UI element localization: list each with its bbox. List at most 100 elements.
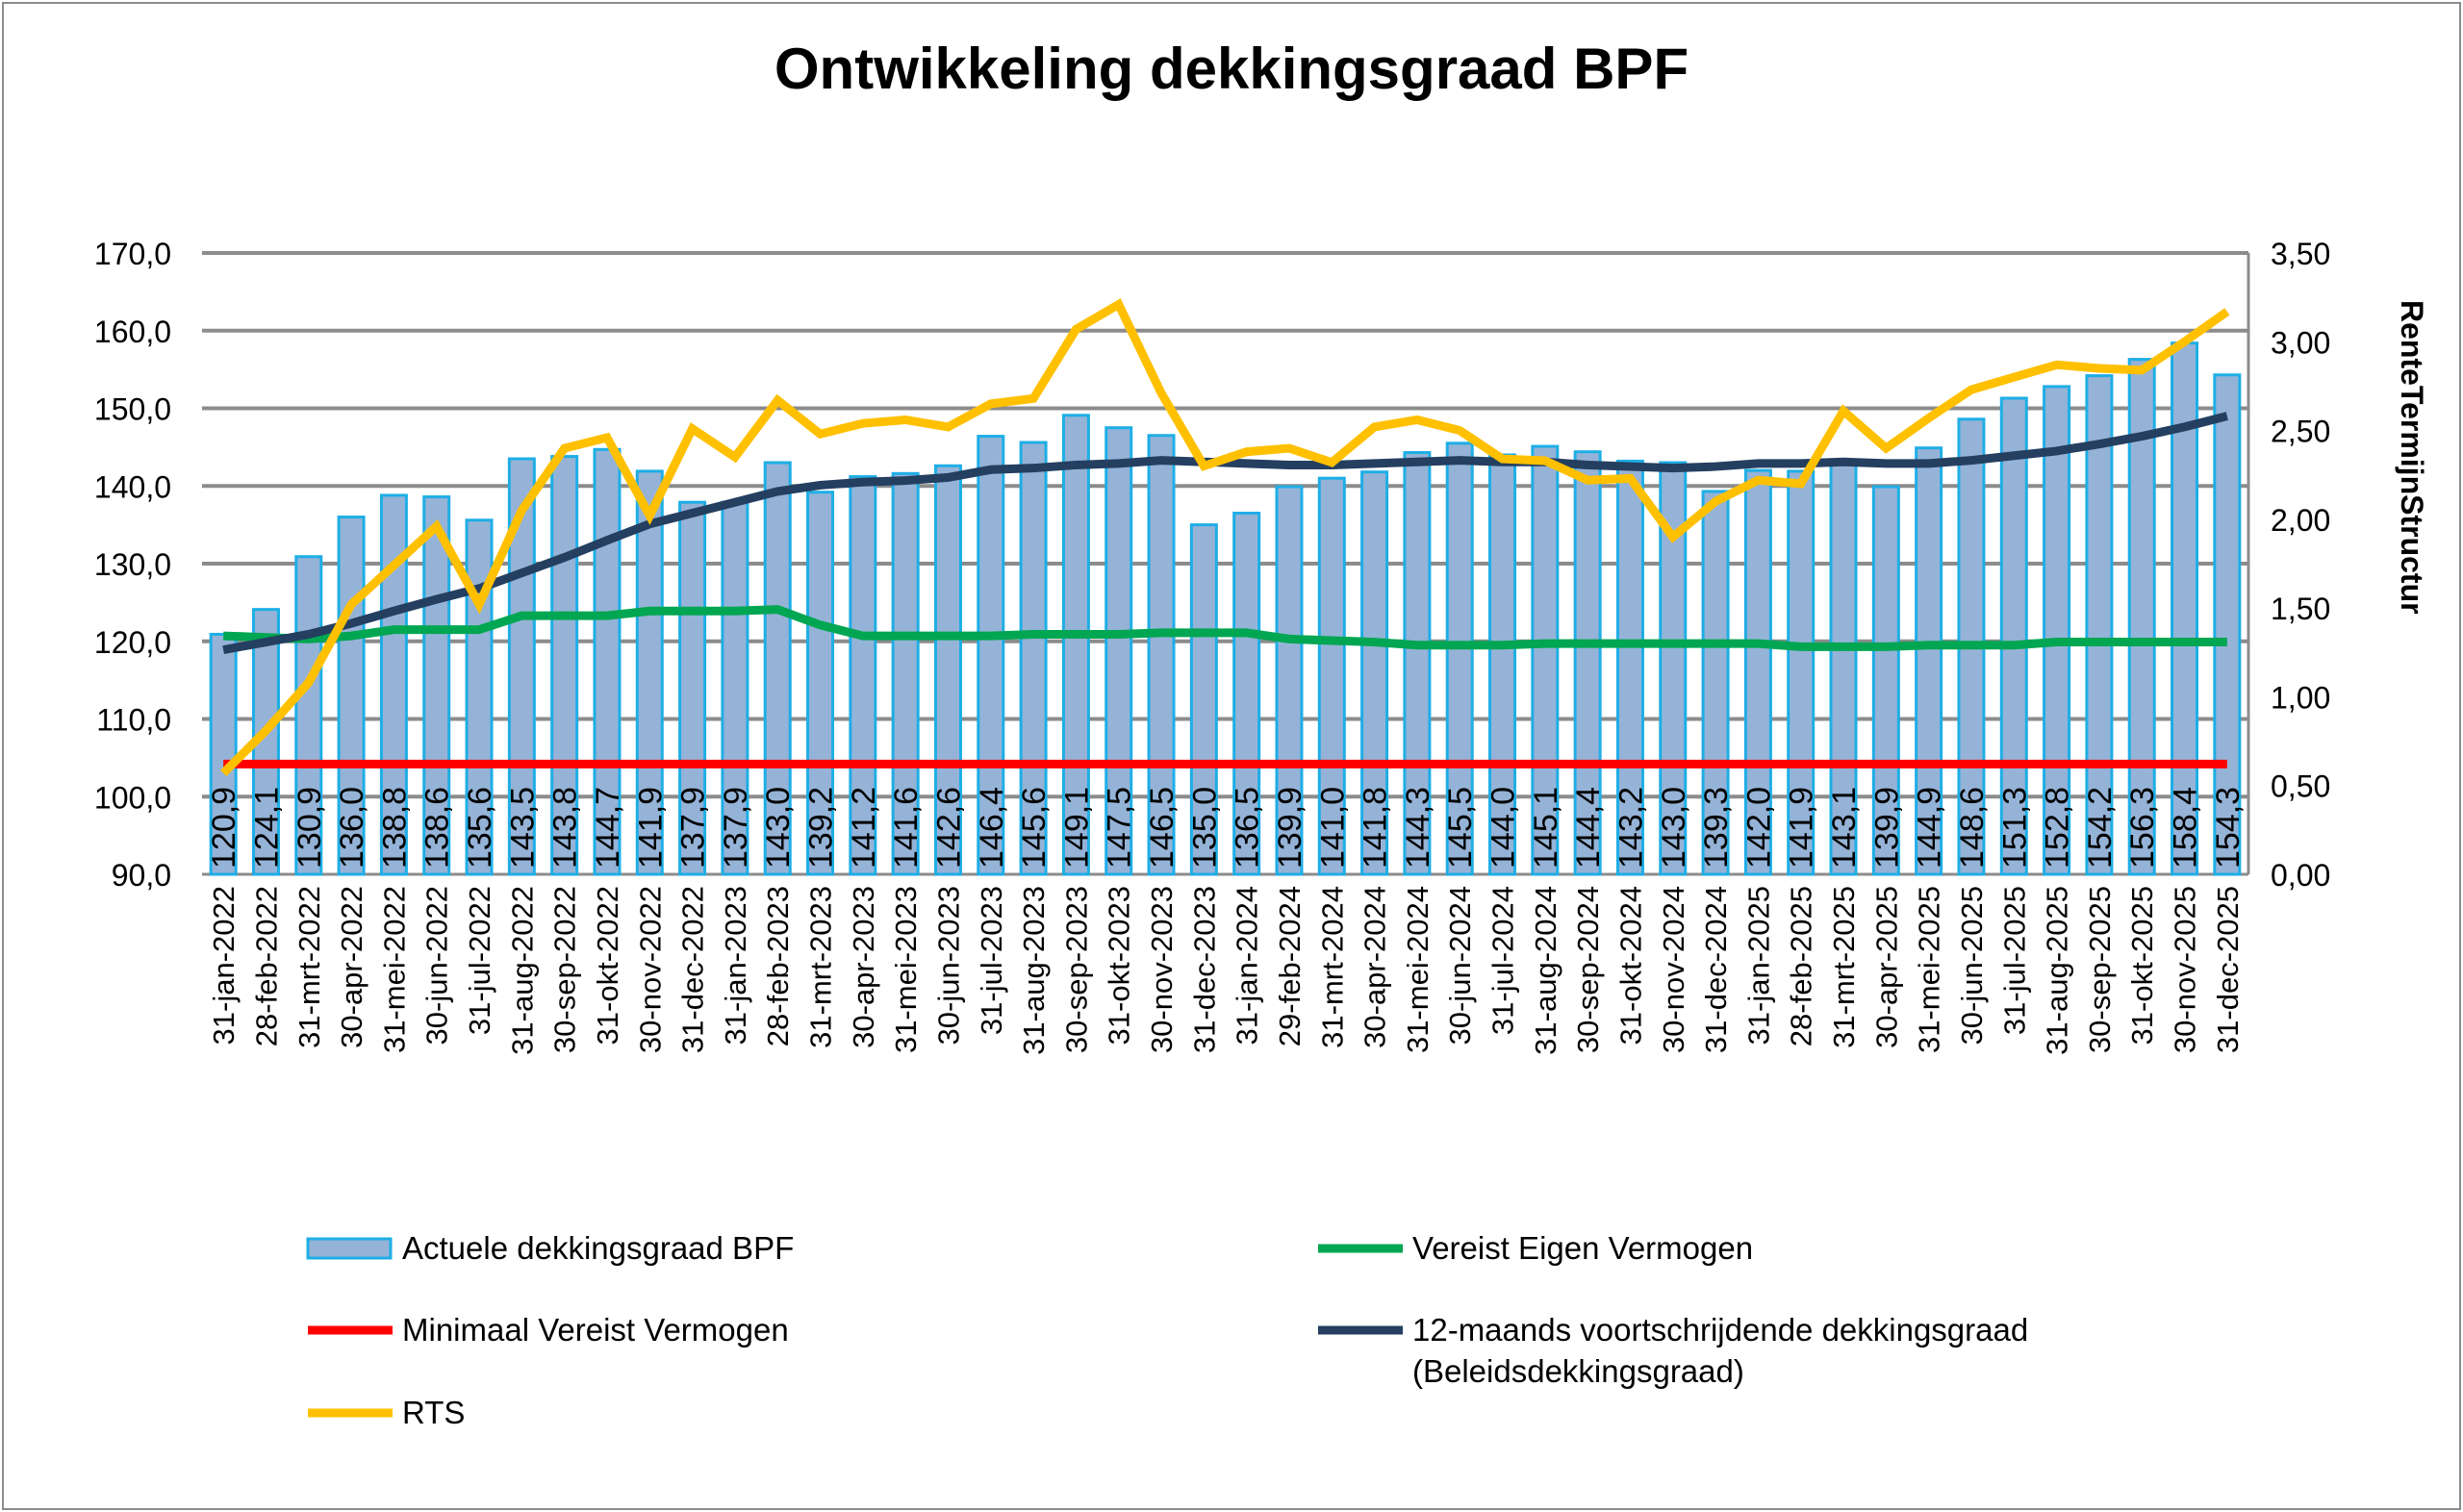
bar-data-label: 124,1 [248, 787, 285, 869]
y2-axis-title: RenteTermijnStructur [2395, 300, 2429, 615]
x-tick-label: 30-apr-2024 [1358, 886, 1392, 1048]
bar [1787, 469, 1816, 876]
bar-data-label: 149,1 [1058, 787, 1095, 869]
bar [763, 461, 792, 876]
x-tick-label: 30-jun-2024 [1443, 886, 1477, 1045]
legend: Actuele dekkingsgraad BPF Vereist Eigen V… [306, 1230, 2028, 1430]
bar-data-label: 120,9 [206, 787, 242, 869]
x-tick-label: 28-feb-2025 [1785, 886, 1818, 1046]
y-tick-label: 170,0 [94, 237, 171, 271]
bar-data-label: 144,3 [1400, 787, 1436, 869]
x-tick-label: 31-aug-2023 [1017, 886, 1051, 1055]
bar-data-label: 130,9 [292, 787, 328, 869]
bar-data-label: 144,7 [590, 787, 626, 869]
bar-data-label: 144,4 [1570, 787, 1607, 869]
bar [2043, 385, 2071, 876]
bar-data-label: 158,4 [2168, 787, 2204, 869]
x-tick-label: 31-okt-2023 [1103, 886, 1136, 1045]
bar-data-label: 145,1 [1528, 787, 1564, 869]
legend-swatch [306, 1237, 393, 1260]
legend-label: 12-maands voortschrijdende dekkingsgraad [1412, 1312, 2028, 1348]
bar-data-label: 145,6 [1016, 787, 1053, 869]
x-tick-label: 31-mrt-2022 [292, 886, 326, 1048]
x-tick-label: 31-mei-2024 [1401, 886, 1435, 1053]
bar [806, 491, 835, 876]
bar [2085, 374, 2114, 876]
bar-data-label: 136,5 [1230, 787, 1266, 869]
x-tick-label: 31-mei-2025 [1913, 886, 1946, 1053]
x-tick-label: 31-jan-2024 [1231, 886, 1264, 1045]
bar [337, 516, 366, 876]
bar-data-label: 143,0 [760, 787, 797, 869]
bar-data-label: 143,0 [1656, 787, 1692, 869]
legend-label: (Beleidsdekkingsgraad) [1412, 1353, 1744, 1389]
bar [1871, 485, 1900, 876]
x-tick-label: 30-jun-2025 [1955, 886, 1989, 1045]
x-tick-label: 30-jun-2023 [931, 886, 965, 1045]
y-tick-label: 100,0 [94, 780, 171, 815]
x-tick-label: 31-jul-2022 [463, 886, 496, 1035]
legend-label: Actuele dekkingsgraad BPF [402, 1230, 794, 1266]
x-tick-label: 30-nov-2025 [2169, 886, 2202, 1053]
x-tick-label: 31-jul-2024 [1486, 886, 1520, 1035]
bar-data-label: 154,3 [2210, 787, 2247, 869]
bar-data-label: 141,9 [1784, 787, 1820, 869]
x-tick-label: 31-dec-2024 [1699, 886, 1733, 1053]
y2-tick-label: 2,50 [2271, 415, 2330, 449]
bar [1019, 441, 1048, 876]
bar-data-label: 139,9 [1868, 787, 1905, 869]
bar-data-label: 135,6 [462, 787, 498, 869]
bar-data-label: 143,2 [1612, 787, 1649, 869]
y-axis-right: 0,00 0,50 1,00 1,50 2,00 2,50 3,00 3,50 [2271, 237, 2330, 893]
bar [294, 555, 323, 876]
series-lines [219, 298, 2230, 776]
x-tick-label: 31-okt-2024 [1613, 886, 1647, 1045]
bar-data-label: 139,9 [1272, 787, 1308, 869]
bar [1915, 446, 1943, 876]
bar [1999, 396, 2028, 876]
bar [593, 447, 622, 876]
x-tick-label: 31-aug-2025 [2041, 886, 2074, 1055]
x-tick-label: 31-dec-2025 [2211, 886, 2245, 1053]
bar-data-label: 147,5 [1102, 787, 1138, 869]
y-tick-label: 130,0 [94, 547, 171, 582]
x-tick-label: 31-mei-2022 [377, 886, 411, 1053]
bar [933, 464, 962, 876]
bar [678, 500, 707, 876]
bar [1061, 414, 1090, 876]
bar [1317, 476, 1346, 876]
x-tick-label: 30-sep-2025 [2083, 886, 2117, 1053]
bar-data-label: 148,6 [1954, 787, 1991, 869]
x-tick-label: 30-sep-2022 [548, 886, 582, 1053]
x-axis: 31-jan-2022 28-feb-2022 31-mrt-2022 30-apr-… [207, 886, 2245, 1055]
y2-tick-label: 3,50 [2271, 237, 2330, 271]
bar-data-label: 139,3 [1698, 787, 1735, 869]
bar-data-label: 143,1 [1826, 787, 1863, 869]
line-vereist [222, 605, 2227, 651]
bar-labels: 120,9 124,1 130,9 136,0 138,8 138,6 135,6 143,5… [206, 787, 2247, 869]
bar [2213, 373, 2242, 876]
y-axis-left: 90,0 100,0 110,0 120,0 130,0 140,0 150,0 160,0 1… [94, 237, 171, 893]
x-tick-label: 28-feb-2022 [249, 886, 283, 1046]
bar-data-label: 146,4 [974, 787, 1010, 869]
bar [1275, 485, 1304, 876]
bar-data-label: 141,9 [632, 787, 669, 869]
y2-tick-label: 1,50 [2271, 592, 2330, 626]
x-tick-label: 31-mei-2023 [889, 886, 923, 1053]
x-tick-label: 31-okt-2025 [2125, 886, 2159, 1045]
bar [209, 632, 238, 876]
x-tick-label: 30-nov-2024 [1657, 886, 1690, 1053]
y-tick-label: 150,0 [94, 392, 171, 427]
bar [1701, 490, 1730, 876]
x-tick-label: 31-jan-2023 [719, 886, 752, 1045]
bar-data-label: 136,0 [334, 787, 370, 869]
y2-tick-label: 0,50 [2271, 769, 2330, 804]
bar-data-label: 137,9 [718, 787, 754, 869]
x-tick-label: 31-aug-2024 [1529, 886, 1562, 1055]
bar-data-label: 142,6 [930, 787, 967, 869]
x-tick-label: 30-apr-2022 [335, 886, 368, 1048]
y-tick-label: 140,0 [94, 469, 171, 504]
bar-data-label: 152,8 [2040, 787, 2076, 869]
